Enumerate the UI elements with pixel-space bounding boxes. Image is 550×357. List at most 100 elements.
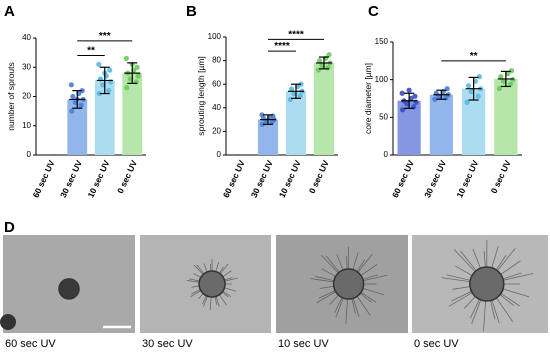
data-point	[96, 61, 102, 67]
significance-label: ***	[99, 31, 111, 42]
y-axis-label: sprouting length [µm]	[196, 56, 206, 136]
data-point	[70, 93, 76, 100]
spheroid-core	[58, 278, 80, 300]
y-tick-label: 150	[375, 37, 389, 46]
significance-label: **	[470, 51, 478, 62]
data-point	[500, 78, 507, 84]
sprout	[499, 287, 530, 298]
y-axis-label: core diameter [µm]	[363, 63, 373, 134]
sprout	[351, 295, 360, 317]
micrograph-row: D 60 sec UV 30 sec UV 10 sec UV 0 sec UV	[0, 219, 548, 350]
sprout	[494, 294, 514, 322]
data-point	[319, 62, 325, 68]
sprout	[453, 249, 478, 275]
data-point	[297, 93, 303, 99]
data-point	[68, 82, 74, 88]
sprout	[360, 274, 388, 282]
sprout	[494, 247, 516, 274]
bar	[313, 62, 335, 155]
y-tick-label: 0	[217, 150, 222, 159]
x-tick-label: 60 sec UV	[221, 158, 247, 199]
data-point	[510, 77, 516, 83]
data-point	[270, 113, 276, 119]
data-point	[107, 67, 113, 73]
sprout	[446, 274, 474, 282]
data-point	[325, 65, 331, 71]
sprout	[325, 255, 342, 275]
sprout	[321, 254, 341, 276]
x-tick-label: 60 sec UV	[31, 158, 57, 199]
y-tick-label: 100	[375, 75, 389, 84]
y-axis-label: number of sprouts	[6, 62, 16, 131]
x-tick-label: 10 sec UV	[454, 158, 480, 199]
x-tick-label: 10 sec UV	[86, 158, 112, 199]
spheroid-core	[469, 266, 505, 302]
sprout	[490, 246, 499, 272]
panel-label: D	[4, 219, 15, 236]
x-tick-label: 30 sec UV	[58, 158, 84, 199]
significance-label: ****	[274, 41, 290, 52]
data-point	[498, 74, 504, 80]
sprout	[490, 296, 500, 324]
data-point	[507, 81, 514, 87]
sprout	[355, 253, 373, 275]
sprout	[497, 291, 520, 307]
y-tick-label: 10	[22, 121, 31, 130]
bar	[429, 94, 453, 155]
y-tick-label: 40	[22, 33, 31, 42]
sprout	[497, 260, 521, 277]
x-tick-label: 10 sec UV	[277, 158, 303, 199]
micrograph-caption: 30 sec UV	[142, 338, 193, 350]
sprout	[448, 290, 476, 307]
data-point	[326, 52, 332, 58]
sprout	[459, 250, 479, 274]
y-tick-label: 60	[212, 79, 221, 88]
y-tick-label: 80	[212, 56, 221, 65]
data-point	[291, 91, 297, 97]
sprout	[483, 297, 487, 332]
data-point	[100, 82, 106, 88]
data-point	[287, 96, 293, 103]
sprout	[355, 293, 371, 316]
data-point	[123, 55, 129, 62]
y-tick-label: 100	[208, 32, 222, 41]
data-point	[298, 81, 304, 87]
data-point	[134, 64, 140, 70]
bar	[122, 73, 143, 155]
data-point	[432, 96, 438, 102]
data-point	[259, 112, 265, 118]
y-tick-label: 30	[22, 62, 31, 71]
bar	[257, 119, 279, 155]
bar	[285, 91, 307, 155]
sprout	[499, 273, 534, 282]
panel-label: C	[368, 3, 379, 20]
data-point	[124, 85, 130, 91]
data-point	[399, 90, 405, 96]
x-tick-label: 0 sec UV	[115, 158, 139, 195]
data-point	[400, 107, 406, 113]
x-tick-label: 0 sec UV	[307, 158, 331, 195]
sprout	[359, 287, 385, 296]
debris	[0, 314, 16, 330]
data-point	[509, 68, 515, 74]
data-point	[96, 90, 102, 97]
sprout	[335, 295, 345, 318]
data-point	[468, 89, 474, 95]
data-point	[465, 83, 472, 89]
y-tick-label: 0	[27, 150, 32, 159]
data-point	[288, 86, 295, 92]
panel-label: B	[186, 3, 197, 20]
micrograph-caption: 0 sec UV	[414, 338, 459, 350]
bar	[494, 78, 518, 155]
sprout	[345, 295, 349, 324]
y-tick-label: 40	[212, 103, 221, 112]
data-point	[127, 76, 133, 82]
x-tick-label: 30 sec UV	[249, 158, 275, 199]
data-point	[69, 108, 75, 114]
y-tick-label: 20	[212, 127, 221, 136]
data-point	[78, 102, 84, 108]
x-tick-label: 60 sec UV	[390, 158, 416, 199]
data-point	[135, 73, 141, 79]
